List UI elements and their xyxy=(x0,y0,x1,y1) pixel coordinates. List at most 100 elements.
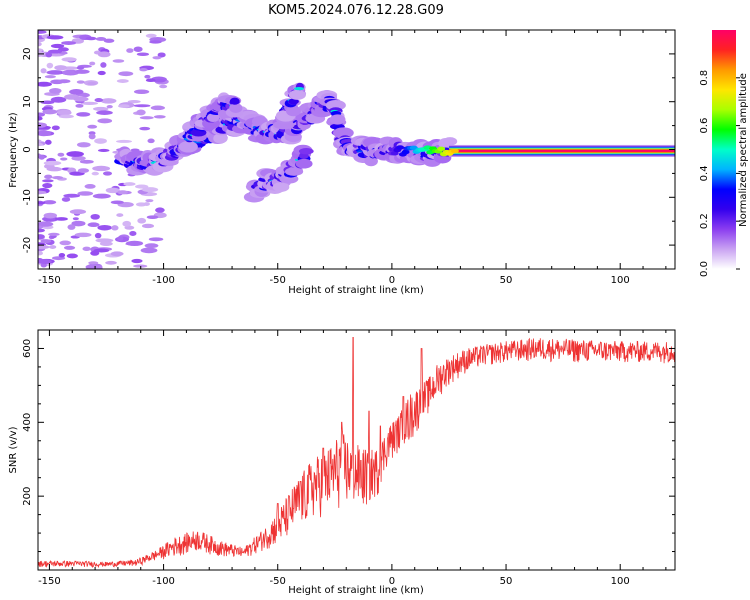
spectrogram-cell xyxy=(145,33,157,38)
y-tick-label: 20 xyxy=(22,48,33,61)
spectrogram-cell xyxy=(136,109,146,116)
spectrogram-cell xyxy=(145,78,156,83)
spectrogram-cell xyxy=(94,98,103,103)
spectrogram-cell xyxy=(140,247,158,254)
spectrogram-cell xyxy=(229,97,240,105)
colorbar-gradient xyxy=(712,30,736,269)
spectrogram-cell xyxy=(97,118,113,124)
spectrogram-cell xyxy=(450,148,459,154)
spectrogram-cell xyxy=(57,152,65,157)
spectrogram-cell xyxy=(54,65,68,71)
spectrogram-cell xyxy=(149,40,162,44)
spectrogram-cell xyxy=(294,86,305,91)
x-tick-label: 100 xyxy=(611,576,630,587)
spectrogram-cell xyxy=(38,190,47,195)
spectrogram-cell xyxy=(110,251,124,257)
spectrogram-cell xyxy=(57,79,71,84)
spectrogram-cell xyxy=(44,174,53,180)
spectrogram-cell xyxy=(58,114,74,119)
colorbar-ticks: 0.0 0.2 0.4 0.6 0.8 xyxy=(699,70,740,277)
spectrogram-cell xyxy=(51,125,60,131)
spectrogram-cell xyxy=(133,89,150,95)
spectrogram-cell xyxy=(123,182,136,186)
spectrogram-cell xyxy=(38,228,45,233)
spectrogram-cell xyxy=(95,36,107,41)
spectrogram-cell xyxy=(148,237,164,242)
spectrogram-cell xyxy=(142,223,154,229)
spectrogram-cell xyxy=(67,224,76,230)
spectrogram-cell xyxy=(66,151,84,157)
y-tick-label: 400 xyxy=(22,413,33,432)
spectrogram-cell xyxy=(38,225,44,229)
colorbar-tick-label: 0.4 xyxy=(699,165,710,181)
spectrogram-cell xyxy=(152,56,162,60)
spectrogram-cell xyxy=(111,225,119,231)
spectrogram-cell xyxy=(125,240,144,247)
figure-title: KOM5.2024.076.12.28.G09 xyxy=(268,3,444,18)
spectrogram-cell xyxy=(73,96,89,102)
spectrogram-cell xyxy=(61,57,77,62)
spectrogram-cell xyxy=(38,116,43,121)
spectrogram-cell xyxy=(157,52,166,58)
spectrogram-cell xyxy=(105,187,120,194)
spectrogram-cell xyxy=(89,61,96,66)
colorbar-tick-label: 0.2 xyxy=(699,213,710,229)
spectrogram-cell xyxy=(63,193,81,198)
spectrogram-cell xyxy=(63,245,76,250)
snr-panel: -150 -100 -50 0 50 100 200 400 600 Height of st… xyxy=(8,329,676,596)
spectrogram-cell xyxy=(105,260,117,265)
spectrogram-cell xyxy=(40,239,52,244)
spectrogram-cell xyxy=(40,100,55,105)
colorbar-tick-label: 0.6 xyxy=(699,118,710,134)
spectrogram-cell xyxy=(92,106,109,111)
spectrogram-x-axis-label: Height of straight line (km) xyxy=(288,285,424,296)
spectrogram-cell xyxy=(43,160,62,166)
spectrogram-cell xyxy=(74,232,92,238)
spectrogram-cell xyxy=(92,165,111,172)
spectrogram-cell xyxy=(153,115,166,119)
spectrogram-cell xyxy=(90,213,100,220)
spectrogram-cell xyxy=(93,265,103,269)
spectrogram-steady-band xyxy=(448,150,675,152)
spectrogram-cell xyxy=(126,48,134,53)
spectrogram-cell xyxy=(288,98,299,105)
spectrogram-cell xyxy=(94,138,107,144)
spectrogram-cell xyxy=(116,213,124,217)
spectrogram-cell xyxy=(38,130,52,137)
spectrogram-cell xyxy=(50,43,65,49)
spectrogram-cell xyxy=(38,48,44,52)
spectrogram-cell xyxy=(137,217,147,224)
x-tick-label: -100 xyxy=(152,275,175,286)
spectrogram-cell xyxy=(38,251,43,256)
spectrogram-cell xyxy=(92,193,111,199)
spectrogram-cell xyxy=(85,36,97,41)
x-tick-label: 0 xyxy=(389,275,395,286)
spectrogram-cell xyxy=(94,232,102,239)
spectrogram-cell xyxy=(284,167,304,176)
spectrogram-cells xyxy=(38,30,675,269)
snr-x-ticks: -150 -100 -50 0 50 100 xyxy=(38,330,667,587)
spectrogram-cell xyxy=(159,84,168,89)
spectrogram-cell xyxy=(178,141,198,153)
spectrogram-cell xyxy=(329,114,346,125)
snr-frame xyxy=(37,329,676,571)
spectrogram-cell xyxy=(46,70,64,75)
spectrogram-cell xyxy=(147,138,155,144)
spectrogram-cell xyxy=(117,190,128,195)
spectrogram-cell xyxy=(45,139,52,145)
spectrogram-cell xyxy=(61,197,71,202)
spectrogram-cell xyxy=(146,215,159,219)
spectrogram-cell xyxy=(285,105,301,117)
spectrogram-cell xyxy=(48,232,60,236)
spectrogram-cell xyxy=(49,245,57,249)
spectrogram-cell xyxy=(38,81,52,87)
spectrogram-cell xyxy=(72,217,79,221)
spectrogram-cell xyxy=(76,66,85,70)
spectrogram-cell xyxy=(118,104,130,108)
spectrogram-y-axis-label: Frequency (Hz) xyxy=(8,112,19,188)
spectrogram-cell xyxy=(127,100,141,104)
spectrogram-cell xyxy=(58,252,66,258)
spectrogram-cell xyxy=(141,187,159,193)
x-tick-label: -50 xyxy=(270,576,286,587)
